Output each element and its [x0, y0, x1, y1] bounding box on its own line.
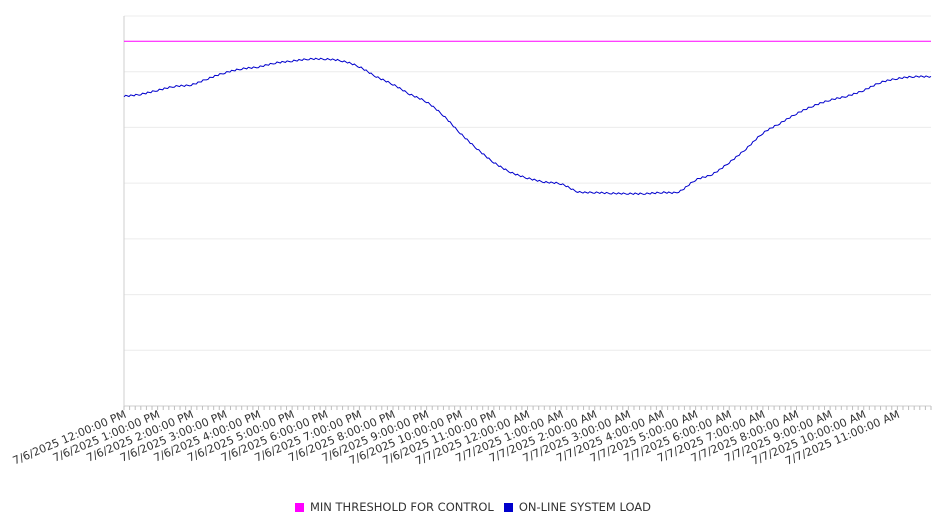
legend-swatch — [294, 502, 304, 512]
legend-entry[interactable]: MIN THRESHOLD FOR CONTROL — [294, 500, 494, 514]
legend-swatch — [503, 502, 513, 512]
legend: MIN THRESHOLD FOR CONTROL ON-LINE SYSTEM … — [0, 498, 946, 516]
series-line — [123, 57, 932, 196]
legend-label: ON-LINE SYSTEM LOAD — [518, 500, 652, 514]
legend-label: MIN THRESHOLD FOR CONTROL — [309, 500, 494, 514]
legend-entry[interactable]: ON-LINE SYSTEM LOAD — [503, 500, 652, 514]
